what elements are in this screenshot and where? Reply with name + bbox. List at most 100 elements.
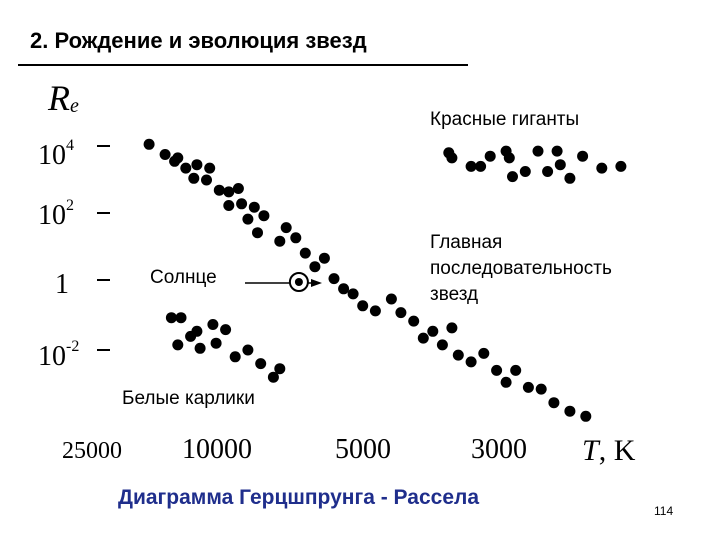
main-sequence-star [188, 172, 200, 184]
y-axis-label: Re [47, 78, 79, 118]
white-dwarf-star [210, 337, 222, 349]
white-dwarf-star [267, 371, 279, 383]
annotation-main-sequence: Главная последовательность звезд [430, 232, 617, 305]
sun-marker [288, 272, 309, 292]
main-sequence-star [427, 325, 439, 337]
red-giant-points [443, 145, 627, 184]
main-sequence-star [236, 198, 248, 210]
main-sequence-star [242, 213, 254, 225]
main-sequence-star [491, 364, 503, 376]
main-sequence-star [357, 300, 369, 312]
main-sequence-star [446, 322, 458, 334]
main-sequence-star [328, 273, 340, 285]
white-dwarf-star [242, 344, 254, 356]
main-sequence-star [223, 200, 235, 211]
main-sequence-star [180, 162, 192, 174]
annotation-main-sequence-line: Главная [430, 232, 502, 253]
main-sequence-star [159, 149, 171, 160]
main-sequence-star [223, 186, 235, 198]
red-giant-star [507, 171, 518, 183]
red-giant-star [577, 150, 589, 162]
annotation-white-dwarfs: Белые карлики [122, 388, 255, 409]
annotation-red-giants: Красные гиганты [430, 109, 579, 130]
main-sequence-star [258, 210, 270, 222]
white-dwarf-star [175, 312, 187, 324]
annotation-main-sequence-line: звезд [430, 284, 478, 305]
white-dwarf-star [191, 325, 203, 337]
white-dwarf-star [207, 319, 219, 330]
main-sequence-star [213, 184, 225, 196]
red-giant-star [615, 160, 627, 172]
main-sequence-star [548, 397, 560, 409]
y-tick-label: 102 [38, 197, 74, 231]
main-sequence-star [580, 410, 592, 422]
x-tick-label: 10000 [182, 434, 252, 465]
main-sequence-star [274, 235, 286, 247]
red-giant-star [475, 160, 487, 172]
white-dwarf-star [274, 363, 286, 375]
title-underline [18, 64, 468, 66]
white-dwarf-star [255, 358, 267, 370]
main-sequence-star [232, 183, 244, 194]
red-giant-star [484, 150, 496, 162]
red-giant-star [542, 166, 554, 177]
page-number: 114 [654, 504, 674, 518]
x-tick-label: 25000 [62, 438, 122, 464]
main-sequence-star [299, 247, 311, 259]
main-sequence-star [248, 201, 260, 213]
main-sequence-star [201, 174, 212, 186]
red-giant-star [532, 145, 544, 157]
white-dwarf-points [165, 312, 286, 383]
main-sequence-star [191, 159, 203, 171]
sun-arrow-head [311, 279, 322, 287]
red-giant-star [564, 172, 576, 184]
main-sequence-star [318, 252, 330, 264]
main-sequence-star [564, 405, 576, 417]
main-sequence-star [465, 356, 477, 368]
main-sequence-star [290, 232, 302, 244]
white-dwarf-star [165, 312, 177, 324]
x-tick-label: 3000 [471, 434, 527, 465]
white-dwarf-star [172, 339, 184, 351]
main-sequence-star [369, 305, 381, 317]
annotation-sun: Солнце [150, 267, 217, 288]
slide-title: 2. Рождение и эволюция звезд [30, 28, 367, 53]
main-sequence-star [522, 381, 534, 393]
red-giant-star [519, 166, 531, 177]
main-sequence-star [385, 293, 397, 305]
diagram-caption: Диаграмма Герцшпрунга - Рассела [118, 486, 480, 509]
main-sequence-star [280, 222, 292, 234]
red-giant-star [503, 152, 515, 164]
x-axis-label: T, K [582, 434, 636, 467]
main-sequence-star [408, 315, 420, 327]
main-sequence-star [510, 364, 522, 376]
x-tick-label: 5000 [335, 434, 391, 465]
main-sequence-star [172, 152, 184, 164]
main-sequence-star [204, 162, 216, 174]
main-sequence-star [395, 307, 407, 319]
red-giant-star [554, 159, 566, 171]
x-tick-group: 25000 10000 5000 3000 [62, 434, 527, 465]
main-sequence-star [478, 347, 490, 359]
red-giant-star [596, 162, 608, 174]
main-sequence-star [436, 339, 448, 351]
main-sequence-star [143, 138, 155, 150]
red-giant-star [551, 145, 563, 157]
red-giant-star [465, 160, 477, 172]
white-dwarf-star [194, 342, 206, 354]
main-sequence-points [143, 138, 592, 422]
main-sequence-star [500, 376, 512, 388]
white-dwarf-star [229, 351, 241, 363]
red-giant-star [446, 152, 458, 164]
main-sequence-star [252, 227, 263, 239]
y-tick-label: 104 [38, 137, 74, 171]
annotation-main-sequence-line: последовательность [430, 258, 612, 279]
main-sequence-star [309, 261, 321, 273]
y-tick-label: 10-2 [38, 338, 79, 372]
sun-dot [294, 278, 303, 286]
main-sequence-star [452, 349, 464, 361]
white-dwarf-star [220, 324, 232, 336]
main-sequence-star [338, 283, 350, 295]
main-sequence-star [347, 288, 359, 300]
